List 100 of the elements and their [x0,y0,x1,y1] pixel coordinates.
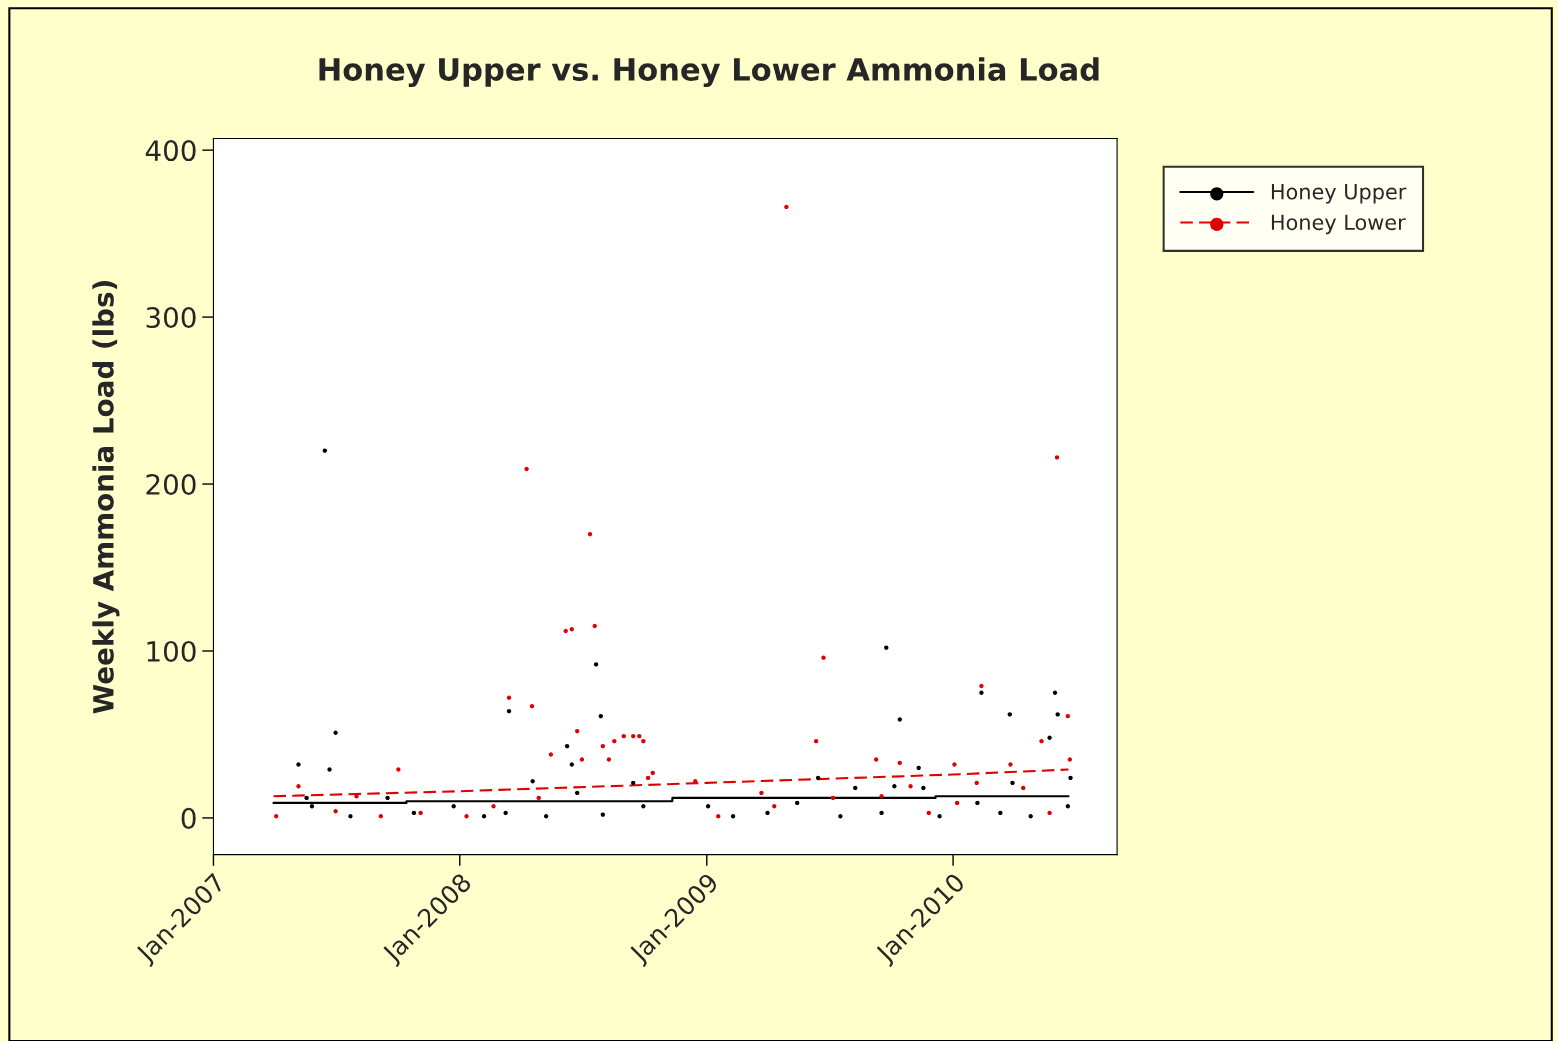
point [606,757,612,762]
point [600,812,606,817]
line-series [272,768,1070,798]
point [873,757,879,762]
point [821,655,826,660]
point [641,804,646,809]
point [637,733,642,739]
legend-label: Honey Upper [1271,184,1407,204]
point [464,814,469,819]
point [575,728,580,734]
point [979,683,984,689]
point [1065,713,1071,719]
point [730,814,736,819]
point [451,804,456,809]
point [592,623,597,629]
point [524,466,529,472]
legend-label: Honey Lower [1271,214,1406,235]
point [304,795,309,801]
point [569,762,574,767]
point [296,784,301,789]
point [716,814,721,819]
point [322,448,327,453]
point [897,717,902,722]
point [396,767,401,772]
point [650,770,655,776]
point [612,738,617,744]
point [333,730,338,735]
point [1010,780,1015,786]
chart-title: Honey Upper vs. Honey Lower Ammonia Load [319,57,1099,88]
point [916,765,921,771]
point [354,794,359,799]
point [631,733,636,739]
point [759,790,764,796]
point [600,743,606,749]
point [274,814,279,819]
point [564,743,570,749]
point [921,785,926,791]
point [506,708,512,714]
point [1052,690,1058,695]
point [333,809,338,814]
point [853,785,858,791]
point [645,775,651,781]
point [481,814,487,819]
point [897,760,902,766]
point [772,804,777,809]
y-tick-label: 0 [181,807,196,829]
point [884,645,889,650]
point [598,713,604,719]
y-tick-label: 200 [146,473,196,495]
point [587,531,593,537]
point [813,738,819,744]
point [795,800,800,806]
point [1054,455,1060,460]
point [631,780,636,786]
point [543,814,549,819]
point [506,695,512,700]
point [1007,712,1012,717]
point [378,814,384,819]
point [705,804,711,809]
point [815,775,821,781]
line-series [272,795,1070,804]
point [998,810,1003,816]
point [1039,738,1044,744]
point [879,794,884,799]
point [1055,712,1060,717]
point [979,690,984,695]
y-tick-label: 100 [147,640,196,662]
point [348,814,353,819]
point [954,800,960,806]
point [975,800,980,806]
y-tick-label: 400 [145,140,196,162]
point [530,779,535,784]
point [569,627,574,632]
point [1065,804,1071,809]
point [641,738,646,744]
point [593,662,599,667]
point [765,810,770,816]
point [1047,735,1052,740]
point [503,810,508,816]
point [385,795,390,801]
point [529,703,535,709]
point [784,204,789,210]
point [418,810,423,816]
point [536,795,541,801]
y-axis-title: Weekly Ammonia Load (lbs) [92,281,120,714]
point [937,814,942,819]
point [579,757,585,762]
point [892,784,897,789]
point [1028,814,1033,819]
point [309,804,315,809]
point [491,804,496,809]
point [575,790,580,796]
point [830,795,836,801]
point [621,733,626,739]
point [411,810,417,816]
point [1021,785,1026,791]
point [879,810,884,816]
y-tick-label: 300 [146,307,196,329]
point [1067,757,1073,762]
point [548,752,554,757]
